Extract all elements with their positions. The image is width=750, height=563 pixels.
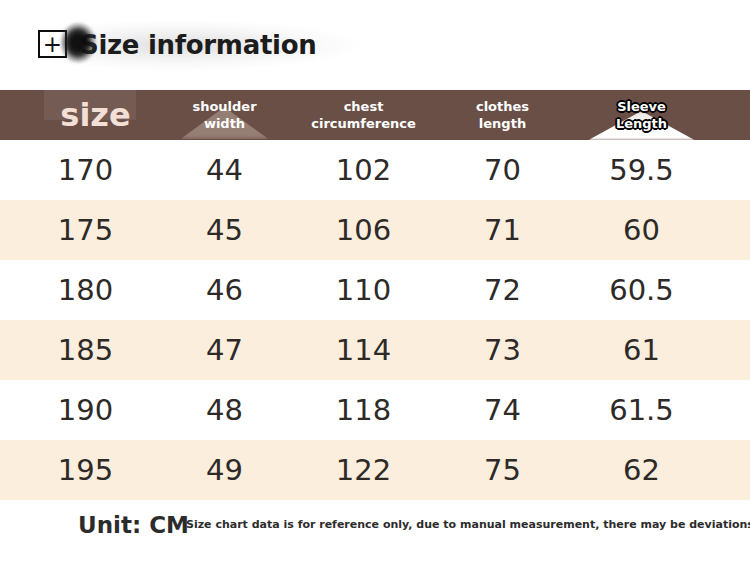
table-row: 190 48 118 74 61.5: [0, 380, 750, 440]
unit-label: Unit: CM: [78, 512, 189, 538]
cell-sleeve-length: 59.5: [572, 156, 711, 185]
cell-shoulder-width: 47: [155, 336, 294, 365]
header-line: shoulder: [155, 98, 294, 115]
cell-clothes-length: 74: [433, 396, 572, 425]
header-line: Sleeve: [572, 98, 711, 115]
cell-sleeve-length: 62: [572, 456, 711, 485]
table-row: 180 46 110 72 60.5: [0, 260, 750, 320]
cell-chest-circumference: 118: [294, 396, 433, 425]
table-row: 175 45 106 71 60: [0, 200, 750, 260]
cell-chest-circumference: 106: [294, 216, 433, 245]
cell-size: 175: [16, 216, 155, 245]
title-bar: + Size information: [0, 0, 750, 90]
cell-size: 195: [16, 456, 155, 485]
cell-chest-circumference: 102: [294, 156, 433, 185]
cell-clothes-length: 72: [433, 276, 572, 305]
column-header-clothes-length: clothes length: [433, 90, 572, 140]
cell-chest-circumference: 114: [294, 336, 433, 365]
table-header-row: size shoulder width chest circumference …: [0, 90, 750, 140]
cell-chest-circumference: 110: [294, 276, 433, 305]
table-body: 170 44 102 70 59.5 175 45 106 71 60 180 …: [0, 140, 750, 500]
cell-clothes-length: 73: [433, 336, 572, 365]
cell-clothes-length: 70: [433, 156, 572, 185]
cell-sleeve-length: 60.5: [572, 276, 711, 305]
cell-size: 185: [16, 336, 155, 365]
table-row: 195 49 122 75 62: [0, 440, 750, 500]
cell-size: 170: [16, 156, 155, 185]
footer: Unit: CM Size chart data is for referenc…: [0, 500, 750, 563]
cell-clothes-length: 75: [433, 456, 572, 485]
page-title: Size information: [80, 30, 316, 60]
header-line: chest: [294, 98, 433, 115]
cell-shoulder-width: 45: [155, 216, 294, 245]
column-header-sleeve-length: Sleeve Length: [572, 90, 711, 140]
cell-shoulder-width: 49: [155, 456, 294, 485]
smudge-artifact: [56, 19, 104, 73]
cell-shoulder-width: 46: [155, 276, 294, 305]
cell-chest-circumference: 122: [294, 456, 433, 485]
cell-sleeve-length: 60: [572, 216, 711, 245]
cell-clothes-length: 71: [433, 216, 572, 245]
header-line: width: [155, 115, 294, 132]
header-line: clothes: [433, 98, 572, 115]
column-header-shoulder-width: shoulder width: [155, 90, 294, 140]
table-row: 170 44 102 70 59.5: [0, 140, 750, 200]
cell-size: 180: [16, 276, 155, 305]
size-chart-page: + Size information size shoulder width c…: [0, 0, 750, 563]
disclaimer-note: Size chart data is for reference only, d…: [186, 518, 750, 531]
cell-sleeve-length: 61.5: [572, 396, 711, 425]
header-line: circumference: [294, 115, 433, 132]
table-row: 185 47 114 73 61: [0, 320, 750, 380]
cell-sleeve-length: 61: [572, 336, 711, 365]
header-line: length: [433, 115, 572, 132]
cell-size: 190: [16, 396, 155, 425]
column-header-size: size: [16, 90, 155, 140]
cell-shoulder-width: 48: [155, 396, 294, 425]
header-line: Length: [572, 115, 711, 132]
cell-shoulder-width: 44: [155, 156, 294, 185]
column-header-chest-circumference: chest circumference: [294, 90, 433, 140]
